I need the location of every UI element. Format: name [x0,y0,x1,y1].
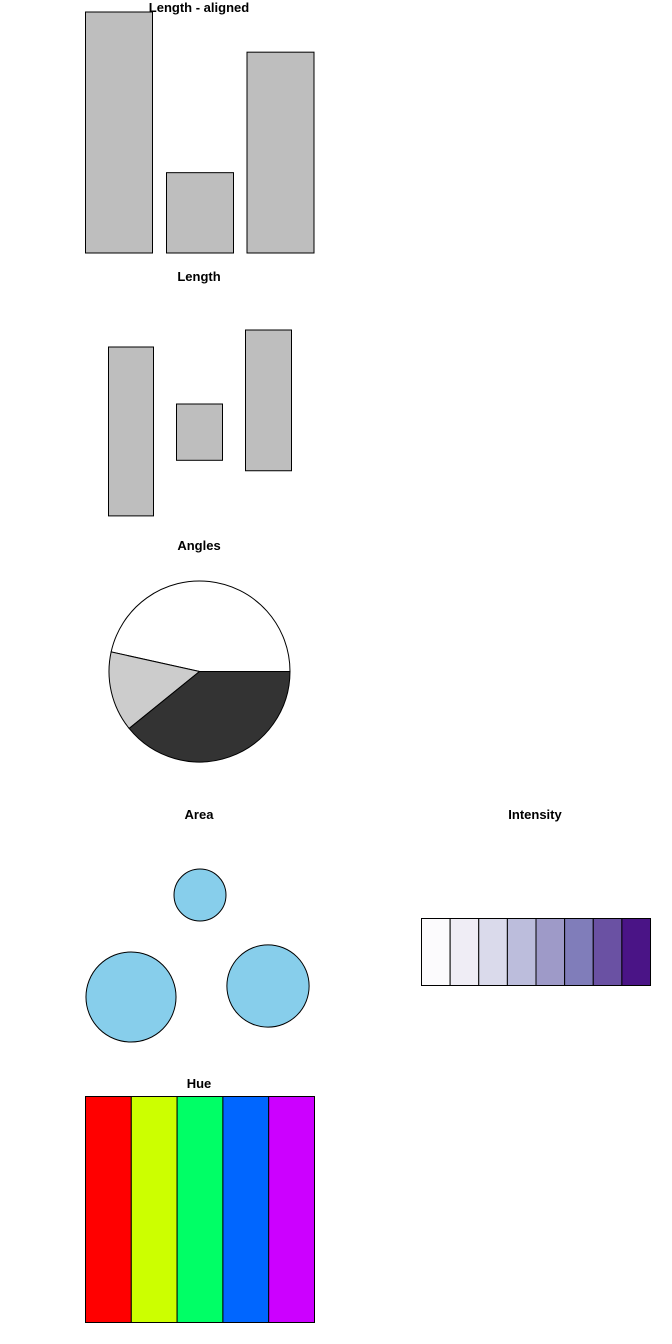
pie-slice-2 [108,651,201,730]
panel-area: Area [85,807,310,1043]
area-circle-2 [85,951,177,1043]
pie-slice-3 [128,671,291,763]
angles-pie [108,580,291,763]
intensity-cell-1 [421,918,451,986]
panel-hue: Hue [85,1076,316,1323]
pie-slice-1 [110,580,291,672]
bar-1 [85,11,153,254]
bar-2 [166,172,234,254]
intensity-cell-3 [478,918,508,986]
intensity-cell-6 [564,918,594,986]
length-aligned-bars [85,11,315,254]
hue-cell-3 [176,1096,224,1323]
panel-title-length-aligned: Length - aligned [149,0,249,15]
intensity-cells [421,918,652,986]
intensity-cell-8 [621,918,652,986]
panel-length: Length [108,269,292,517]
hue-cell-2 [130,1096,178,1323]
hue-cell-1 [85,1096,132,1323]
bar-3 [246,51,315,254]
length-bars [108,329,292,517]
panel-title-area: Area [185,807,215,822]
panel-intensity: Intensity [421,807,652,986]
area-circles [85,868,310,1043]
intensity-cell-4 [506,918,537,986]
panel-title-intensity: Intensity [508,807,562,822]
area-circle-3 [226,944,310,1028]
bar-2 [176,403,223,461]
panel-title-angles: Angles [177,538,220,553]
hue-cell-4 [222,1096,270,1323]
panel-angles: Angles [108,538,291,763]
panel-title-hue: Hue [187,1076,212,1091]
panel-title-length: Length [177,269,220,284]
bar-3 [245,329,292,472]
hue-cells [85,1096,316,1323]
area-circle-1 [173,868,227,922]
intensity-cell-2 [449,918,480,986]
bar-1 [108,346,154,517]
intensity-cell-7 [592,918,623,986]
intensity-cell-5 [535,918,566,986]
hue-cell-5 [268,1096,316,1323]
panel-length-aligned: Length - aligned [85,0,315,254]
